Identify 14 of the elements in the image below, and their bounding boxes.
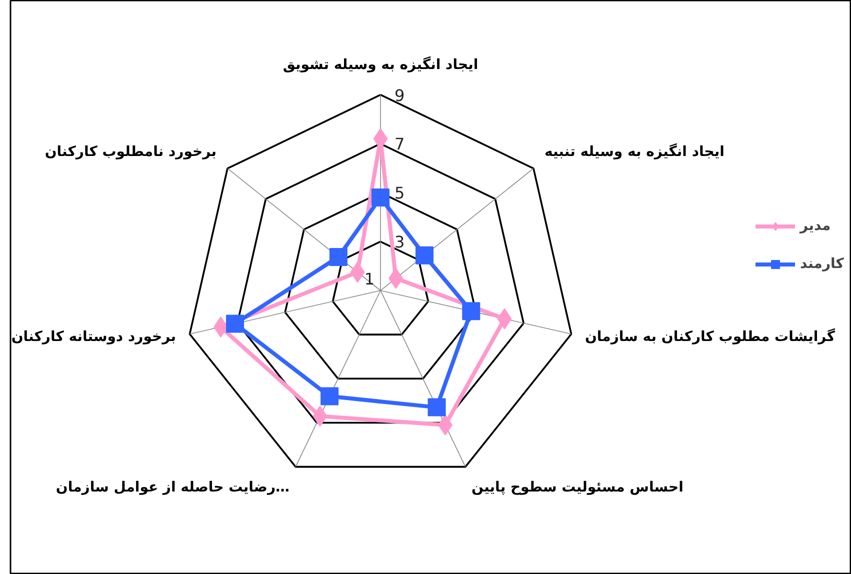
spoke-label: احساس مسئولیت سطوح پایین bbox=[471, 479, 684, 496]
legend-label: مدیر bbox=[800, 218, 831, 234]
y-tick-label: 3 bbox=[394, 232, 405, 252]
y-tick-label: 1 bbox=[364, 270, 375, 288]
spoke-label: برخورد نامطلوب کارکنان bbox=[44, 144, 217, 160]
y-tick-label: 5 bbox=[394, 184, 405, 203]
spoke-label: رضایت حاصله از عوامل سازمان… bbox=[56, 479, 290, 496]
legend-label: کارمند bbox=[800, 256, 844, 272]
y-tick-label: 7 bbox=[394, 134, 405, 154]
spoke-label: برخورد دوستانه کارکنان bbox=[11, 329, 176, 346]
spoke-label: ایجاد انگیزه به وسیله تشویق bbox=[282, 56, 478, 73]
spoke-label: گرایشات مطلوب کارکنان به سازمان bbox=[584, 328, 836, 346]
y-tick-label: 9 bbox=[394, 86, 405, 105]
spoke-label: ایجاد انگیزه به وسیله تنبیه bbox=[544, 142, 724, 160]
